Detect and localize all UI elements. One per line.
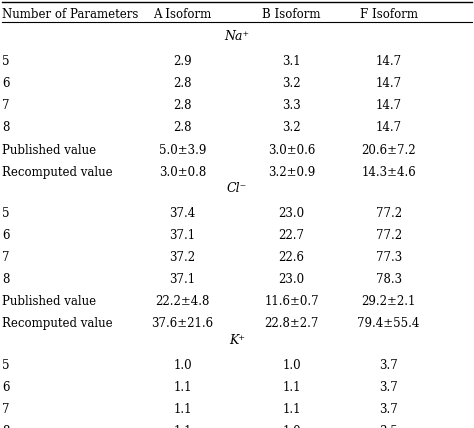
Text: 79.4±55.4: 79.4±55.4 (357, 318, 420, 330)
Text: Recomputed value: Recomputed value (2, 318, 113, 330)
Text: 3.5: 3.5 (379, 425, 398, 428)
Text: 78.3: 78.3 (375, 273, 402, 286)
Text: 37.4: 37.4 (169, 207, 196, 220)
Text: 3.1: 3.1 (282, 55, 301, 68)
Text: Number of Parameters: Number of Parameters (2, 9, 139, 21)
Text: 3.2: 3.2 (282, 122, 301, 134)
Text: 7: 7 (2, 99, 10, 113)
Text: 8: 8 (2, 273, 10, 286)
Text: 3.7: 3.7 (379, 381, 398, 394)
Text: 3.7: 3.7 (379, 403, 398, 416)
Text: 37.6±21.6: 37.6±21.6 (151, 318, 214, 330)
Text: 14.7: 14.7 (375, 122, 402, 134)
Text: 1.1: 1.1 (173, 425, 192, 428)
Text: Na⁺: Na⁺ (224, 30, 250, 43)
Text: 1.1: 1.1 (173, 381, 192, 394)
Text: 20.6±7.2: 20.6±7.2 (361, 143, 416, 157)
Text: 8: 8 (2, 122, 10, 134)
Text: 22.6: 22.6 (279, 251, 304, 265)
Text: F Isoform: F Isoform (360, 9, 418, 21)
Text: 37.1: 37.1 (169, 229, 196, 242)
Text: 1.0: 1.0 (282, 425, 301, 428)
Text: 5: 5 (2, 359, 10, 372)
Text: 22.7: 22.7 (279, 229, 304, 242)
Text: K⁺: K⁺ (229, 334, 245, 347)
Text: 2.8: 2.8 (173, 77, 192, 90)
Text: 23.0: 23.0 (278, 207, 305, 220)
Text: 6: 6 (2, 77, 10, 90)
Text: 3.0±0.8: 3.0±0.8 (159, 166, 206, 178)
Text: 22.2±4.8: 22.2±4.8 (155, 295, 210, 309)
Text: 3.7: 3.7 (379, 359, 398, 372)
Text: 14.3±4.6: 14.3±4.6 (361, 166, 416, 178)
Text: 6: 6 (2, 381, 10, 394)
Text: B Isoform: B Isoform (262, 9, 321, 21)
Text: 11.6±0.7: 11.6±0.7 (264, 295, 319, 309)
Text: 1.0: 1.0 (173, 359, 192, 372)
Text: 1.1: 1.1 (282, 403, 301, 416)
Text: 8: 8 (2, 425, 10, 428)
Text: 77.3: 77.3 (375, 251, 402, 265)
Text: 14.7: 14.7 (375, 55, 402, 68)
Text: Cl⁻: Cl⁻ (227, 182, 247, 195)
Text: 22.8±2.7: 22.8±2.7 (264, 318, 319, 330)
Text: 37.1: 37.1 (169, 273, 196, 286)
Text: 29.2±2.1: 29.2±2.1 (362, 295, 416, 309)
Text: 14.7: 14.7 (375, 77, 402, 90)
Text: 3.3: 3.3 (282, 99, 301, 113)
Text: 23.0: 23.0 (278, 273, 305, 286)
Text: 3.0±0.6: 3.0±0.6 (268, 143, 315, 157)
Text: 77.2: 77.2 (375, 207, 402, 220)
Text: 6: 6 (2, 229, 10, 242)
Text: 1.1: 1.1 (282, 381, 301, 394)
Text: 7: 7 (2, 251, 10, 265)
Text: 2.9: 2.9 (173, 55, 192, 68)
Text: A Isoform: A Isoform (154, 9, 211, 21)
Text: 2.8: 2.8 (173, 99, 192, 113)
Text: 77.2: 77.2 (375, 229, 402, 242)
Text: 1.1: 1.1 (173, 403, 192, 416)
Text: 3.2±0.9: 3.2±0.9 (268, 166, 315, 178)
Text: 7: 7 (2, 403, 10, 416)
Text: 5: 5 (2, 207, 10, 220)
Text: Published value: Published value (2, 295, 97, 309)
Text: Recomputed value: Recomputed value (2, 166, 113, 178)
Text: 3.2: 3.2 (282, 77, 301, 90)
Text: 2.8: 2.8 (173, 122, 192, 134)
Text: 14.7: 14.7 (375, 99, 402, 113)
Text: 5: 5 (2, 55, 10, 68)
Text: 1.0: 1.0 (282, 359, 301, 372)
Text: 37.2: 37.2 (169, 251, 196, 265)
Text: 5.0±3.9: 5.0±3.9 (159, 143, 206, 157)
Text: Published value: Published value (2, 143, 97, 157)
